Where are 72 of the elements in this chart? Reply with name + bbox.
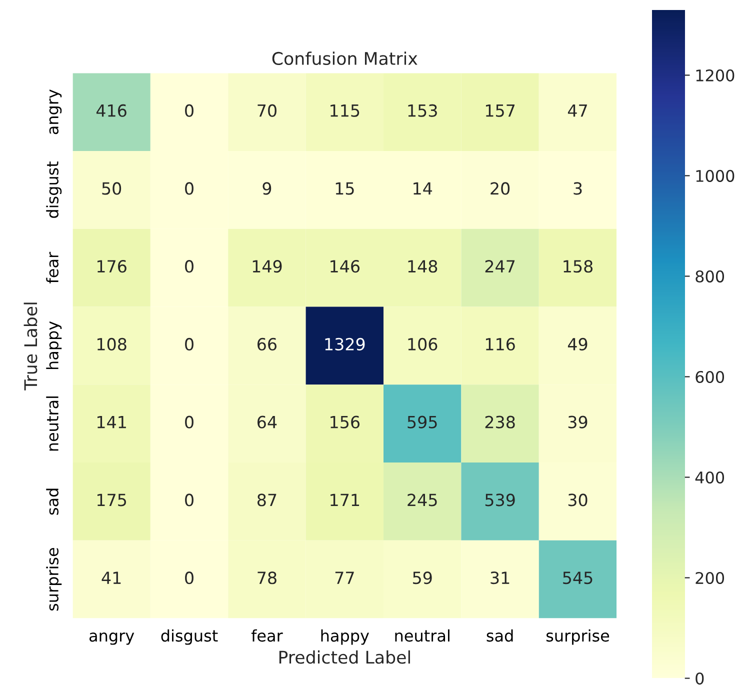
color-bar-label: 200 (696, 572, 724, 584)
data-label: 14 (414, 182, 432, 195)
x-tick-label: angry (89, 632, 134, 645)
data-label: 108 (97, 338, 126, 351)
data-label: 116 (486, 338, 515, 351)
data-label: 156 (330, 416, 360, 428)
data-label: 64 (258, 416, 277, 428)
data-label: 0 (185, 260, 194, 273)
color-bar-label: 800 (696, 270, 724, 283)
data-label: 158 (564, 260, 593, 273)
data-label: 77 (335, 572, 354, 584)
data-label: 247 (485, 260, 515, 272)
data-label: 50 (102, 182, 122, 195)
data-label: 0 (185, 416, 194, 428)
data-label: 9 (262, 182, 272, 195)
data-label: 59 (413, 572, 432, 584)
color-bar-label: 1000 (696, 170, 734, 182)
data-label: 78 (258, 572, 276, 584)
data-label: 148 (408, 260, 438, 273)
data-label: 153 (408, 104, 437, 117)
color-bar-label: 600 (696, 370, 724, 384)
data-label: 87 (257, 494, 276, 506)
data-label: 20 (490, 182, 510, 195)
data-label: 416 (96, 104, 126, 117)
data-label: 146 (330, 260, 360, 273)
data-label: 0 (185, 338, 194, 351)
data-label: 70 (258, 104, 276, 117)
y-tick-label: angry (49, 90, 62, 134)
data-label: 30 (568, 494, 588, 506)
data-label: 15 (336, 182, 354, 195)
y-tick-label: sad (46, 488, 59, 515)
y-axis-title: True Label (24, 302, 38, 390)
data-label: 176 (97, 260, 126, 273)
data-label: 106 (408, 338, 438, 351)
data-label: 141 (97, 416, 126, 428)
y-tick-label: fear (46, 252, 59, 284)
x-tick-label: surprise (546, 629, 610, 645)
x-tick-label: sad (486, 629, 513, 642)
x-tick-label: neutral (395, 629, 450, 642)
data-label: 41 (102, 572, 121, 584)
data-label: 238 (485, 416, 515, 428)
data-label: 0 (185, 104, 194, 117)
data-label: 3 (574, 182, 582, 195)
color-bar-label: 1200 (696, 69, 734, 82)
data-label: 66 (258, 338, 277, 351)
data-label: 0 (185, 494, 194, 506)
x-tick-label: fear (251, 629, 283, 642)
data-label: 171 (330, 494, 360, 506)
x-tick-label: happy (321, 629, 369, 645)
data-label: 31 (490, 572, 510, 584)
data-label: 115 (330, 104, 360, 117)
data-label: 157 (486, 104, 515, 117)
data-label: 47 (568, 104, 587, 117)
y-tick-label: disgust (46, 161, 62, 218)
color-bar-label: 400 (695, 471, 724, 484)
data-label: 539 (485, 494, 515, 506)
color-bar-label: 0 (696, 672, 704, 685)
data-label: 49 (568, 338, 588, 351)
data-label: 1329 (325, 338, 365, 351)
data-label: 545 (563, 572, 592, 584)
data-label: 595 (408, 416, 437, 428)
y-tick-label: happy (46, 321, 62, 370)
data-label: 0 (185, 182, 194, 195)
chart-title: Confusion Matrix (272, 52, 418, 66)
data-label: 175 (97, 494, 126, 506)
y-tick-label: neutral (46, 396, 59, 451)
x-tick-label: disgust (161, 629, 218, 645)
data-label: 39 (568, 416, 588, 428)
data-label: 0 (185, 572, 194, 584)
data-label: 245 (408, 494, 437, 506)
data-label: 149 (252, 260, 282, 273)
x-axis-title: Predicted Label (279, 650, 410, 664)
